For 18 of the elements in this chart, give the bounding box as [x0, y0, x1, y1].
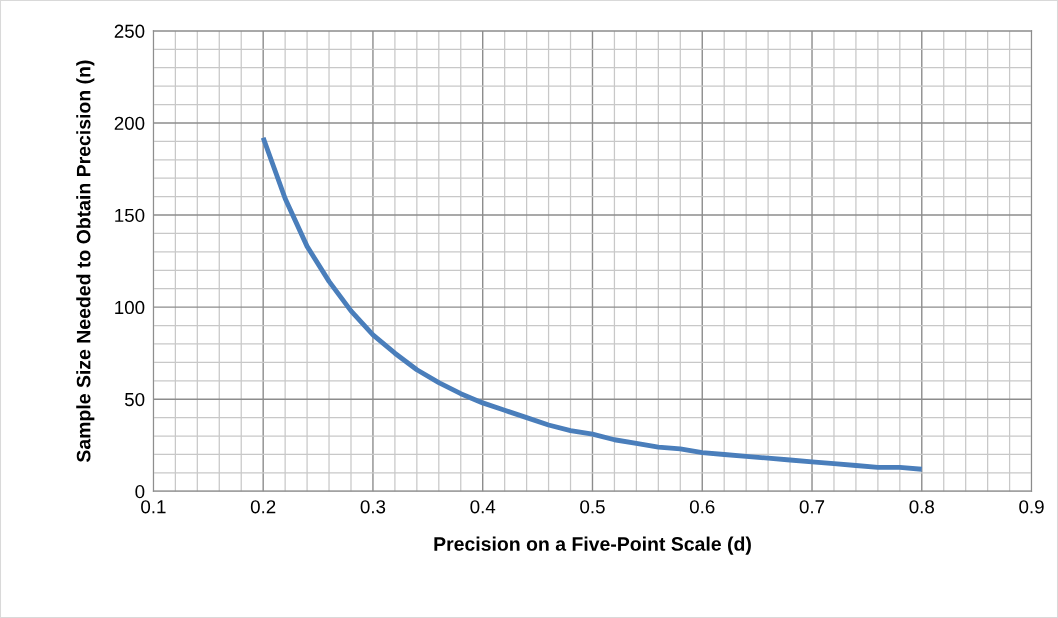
x-tick-label: 0.4 [470, 500, 496, 514]
x-tick-label: 0.6 [689, 500, 715, 514]
x-tick-label: 0.1 [141, 500, 166, 514]
y-tick-label: 150 [115, 208, 145, 223]
line-series [260, 135, 925, 472]
x-tick-label: 0.8 [909, 500, 934, 514]
y-tick-label: 0 [135, 485, 145, 499]
y-axis-title: Sample Size Needed to Obtain Precision (n) [76, 60, 95, 463]
y-tick-label: 50 [124, 392, 145, 407]
x-tick-label: 0.3 [360, 500, 386, 514]
x-tick-label: 0.7 [799, 500, 825, 514]
y-tick-label: 100 [115, 300, 145, 315]
x-tick-label: 0.9 [1019, 500, 1044, 514]
x-tick-label: 0.2 [250, 500, 276, 514]
x-tick-label: 0.5 [580, 500, 605, 514]
x-axis-title: Precision on a Five-Point Scale (d) [434, 536, 751, 555]
y-tick-label: 200 [114, 116, 145, 130]
y-tick-label: 250 [114, 24, 145, 38]
